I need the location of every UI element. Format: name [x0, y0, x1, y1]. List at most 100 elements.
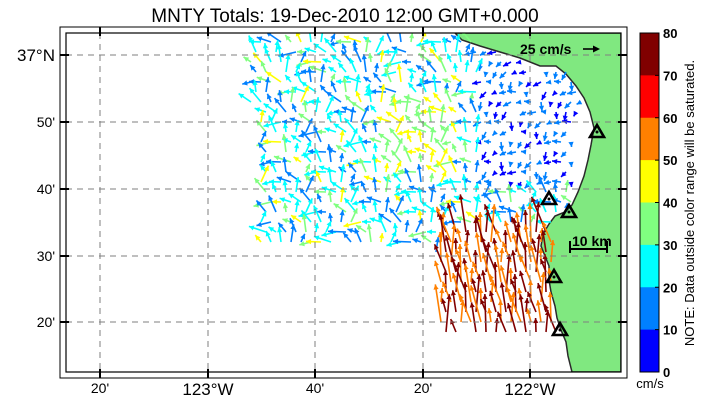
current-vector [316, 129, 327, 135]
current-vector [397, 210, 407, 216]
current-vector [361, 219, 372, 225]
current-vector [364, 37, 371, 53]
current-vector [471, 278, 477, 293]
current-vector [551, 178, 562, 185]
current-vector [350, 208, 358, 223]
current-vector [511, 69, 518, 76]
current-vector [288, 192, 302, 203]
current-vector [474, 215, 487, 253]
current-vector [378, 132, 392, 143]
current-vector [415, 64, 427, 73]
current-vector [330, 54, 342, 63]
current-vector [552, 150, 559, 157]
current-vector [384, 67, 392, 83]
current-vector [300, 209, 312, 223]
current-vector [411, 206, 427, 213]
current-vector [349, 57, 357, 73]
current-vector [438, 214, 447, 253]
current-vector [499, 130, 507, 136]
current-vector [505, 286, 522, 323]
current-vector [543, 159, 552, 165]
current-vector [316, 193, 322, 203]
x-axis-labels: 20' 123°W 40' 20' 122°W [91, 380, 556, 399]
current-vector [279, 197, 292, 203]
current-vector [282, 218, 292, 224]
current-vector [464, 60, 470, 73]
current-vector [548, 101, 554, 108]
current-vector [378, 212, 392, 223]
current-vector [243, 56, 252, 63]
current-vector [483, 139, 492, 145]
current-vector [553, 111, 559, 120]
current-vector [343, 35, 362, 43]
current-vector [369, 217, 382, 223]
current-vector [481, 131, 487, 141]
current-vector [457, 102, 467, 113]
current-vector [435, 206, 452, 243]
current-vector [560, 131, 567, 138]
current-vector [372, 199, 378, 213]
current-vector [439, 287, 445, 303]
current-vector [395, 183, 401, 193]
current-vector [403, 145, 412, 163]
current-vector [469, 285, 482, 323]
current-vector [448, 155, 457, 173]
current-vector [327, 110, 337, 116]
current-vector [412, 238, 422, 244]
current-vector [477, 211, 483, 243]
current-vector [552, 182, 559, 193]
current-vector [349, 107, 356, 123]
current-vector [343, 221, 362, 228]
current-vector [474, 232, 482, 263]
current-vector [300, 129, 312, 143]
current-vector [442, 37, 448, 53]
current-vector [498, 141, 505, 152]
current-vector [552, 130, 559, 137]
current-vector [495, 61, 502, 68]
current-vector [374, 62, 380, 73]
current-vector [345, 139, 357, 153]
current-vector [524, 297, 530, 313]
current-vector [430, 40, 437, 53]
current-vector [541, 221, 552, 243]
current-vector [520, 204, 526, 223]
current-vector [354, 227, 362, 243]
current-vector [457, 88, 477, 95]
current-vector [485, 79, 492, 85]
current-vector [429, 207, 436, 223]
current-vector [498, 81, 504, 90]
current-vector [431, 74, 437, 93]
current-vector [532, 81, 542, 87]
current-vector [444, 235, 457, 273]
current-vector [330, 80, 337, 93]
current-vector [551, 158, 562, 165]
current-vector [502, 61, 512, 67]
colorbar: 80 70 60 50 40 30 20 10 0 NOTE: Data outside col… [636, 26, 697, 391]
current-vector [256, 221, 272, 227]
current-vector [313, 189, 327, 195]
current-vector [284, 34, 292, 43]
current-vector [440, 193, 446, 203]
current-vector [549, 240, 556, 263]
current-vector [266, 93, 272, 103]
colorbar-segment [640, 287, 659, 331]
current-vector [369, 104, 377, 113]
current-vector [392, 238, 412, 245]
current-vector [491, 89, 498, 96]
current-vector [255, 199, 267, 213]
x-tick-label: 123°W [182, 380, 233, 399]
current-vector [376, 116, 392, 123]
current-vector [248, 225, 267, 233]
current-vector [384, 197, 391, 213]
current-vector [403, 209, 417, 215]
current-vector [545, 79, 552, 85]
current-vector [276, 176, 292, 183]
current-vector [525, 179, 537, 193]
current-vector [475, 194, 481, 213]
current-vector [483, 203, 497, 233]
current-vector [298, 112, 312, 123]
current-vector [291, 103, 297, 113]
current-vector [499, 170, 507, 176]
current-vector [508, 181, 514, 188]
current-vector [395, 138, 403, 153]
